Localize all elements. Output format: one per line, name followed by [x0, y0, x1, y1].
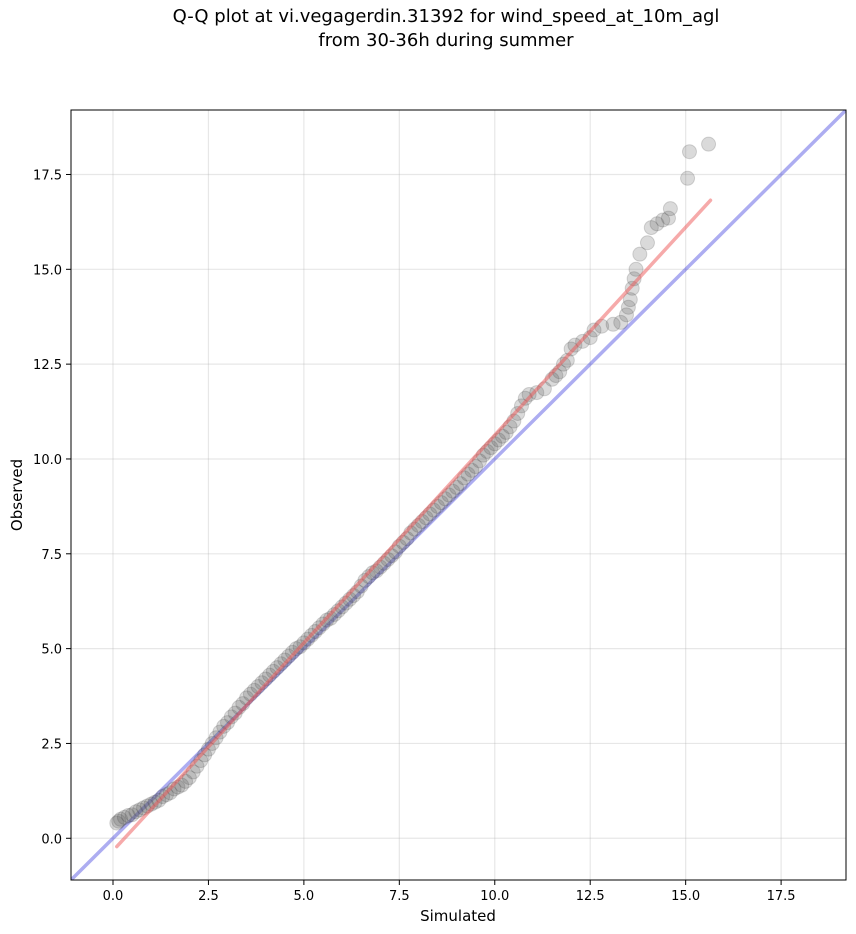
qq-point [613, 314, 629, 330]
qq-point [618, 307, 634, 323]
qq-point [449, 479, 465, 495]
x-tick-label: 7.5 [389, 889, 410, 904]
qq-point [111, 813, 127, 829]
reference-lines [71, 110, 846, 880]
qq-point [649, 216, 665, 232]
y-tick-label: 0.0 [41, 832, 62, 847]
x-axis-label: Simulated [420, 907, 496, 925]
identity-line [71, 110, 846, 880]
qq-point [605, 316, 621, 332]
qq-point [643, 220, 659, 236]
x-tick-label: 15.0 [671, 889, 700, 904]
y-tick-label: 10.0 [33, 453, 62, 468]
x-axis-ticks: 0.0 2.5 5.0 7.5 10.0 12.5 15.0 17.5 [103, 880, 796, 904]
y-tick-label: 12.5 [33, 358, 62, 373]
qq-point [361, 569, 377, 585]
qq-point [357, 572, 373, 588]
qq-point [680, 170, 696, 186]
qq-point [116, 809, 132, 825]
qq-point [284, 644, 300, 660]
qq-point [216, 718, 232, 734]
plot-frame [70, 109, 847, 881]
data-points [109, 136, 717, 831]
grid-lines [71, 110, 846, 880]
x-tick-label: 10.0 [480, 889, 509, 904]
chart-title: Q-Q plot at vi.vegagerdin.31392 for wind… [0, 5, 856, 53]
fit-line [115, 198, 713, 849]
qq-point [197, 747, 213, 763]
x-tick-label: 17.5 [767, 889, 796, 904]
y-tick-label: 5.0 [41, 643, 62, 658]
qq-point [273, 656, 289, 672]
qq-point [128, 804, 144, 820]
y-axis-label: Observed [8, 459, 26, 531]
qq-point [559, 352, 575, 368]
qq-point [120, 808, 136, 824]
qq-point [109, 815, 125, 831]
qq-point [555, 356, 571, 372]
x-tick-label: 12.5 [576, 889, 605, 904]
qq-point [655, 212, 671, 228]
qq-point [277, 652, 293, 668]
qq-point [521, 386, 537, 402]
x-tick-label: 5.0 [294, 889, 315, 904]
qq-point [445, 483, 461, 499]
qq-point [681, 144, 697, 160]
qq-point [220, 715, 236, 731]
qq-point [622, 292, 638, 308]
qq-point [281, 648, 297, 664]
qq-point [529, 385, 545, 401]
chart-title-line1: Q-Q plot at vi.vegagerdin.31392 for wind… [172, 6, 720, 27]
chart-title-line2: from 30-36h during summer [318, 30, 574, 51]
qq-point [632, 246, 648, 262]
qq-point [662, 201, 678, 217]
qq-point [124, 807, 140, 823]
y-axis-ticks: 0.0 2.5 5.0 7.5 10.0 12.5 15.0 17.5 [33, 168, 71, 847]
fit-line-layer [115, 198, 713, 849]
qq-point [113, 811, 129, 827]
x-tick-label: 2.5 [198, 889, 219, 904]
qq-point [639, 235, 655, 251]
x-tick-label: 0.0 [103, 889, 124, 904]
y-tick-label: 15.0 [33, 263, 62, 278]
qq-point [563, 341, 579, 357]
y-tick-label: 7.5 [41, 548, 62, 563]
qq-point [660, 210, 676, 226]
qq-point [628, 261, 644, 277]
qq-point [517, 390, 533, 406]
qq-point [162, 785, 178, 801]
qq-point [464, 462, 480, 478]
qq-point [510, 405, 526, 421]
qq-point [452, 476, 468, 492]
y-tick-label: 17.5 [33, 168, 62, 183]
y-tick-label: 2.5 [41, 737, 62, 752]
qq-point [468, 459, 484, 475]
qq-point [701, 136, 717, 152]
qq-point [132, 802, 148, 818]
qq-point [620, 299, 636, 315]
qq-point [586, 322, 602, 338]
